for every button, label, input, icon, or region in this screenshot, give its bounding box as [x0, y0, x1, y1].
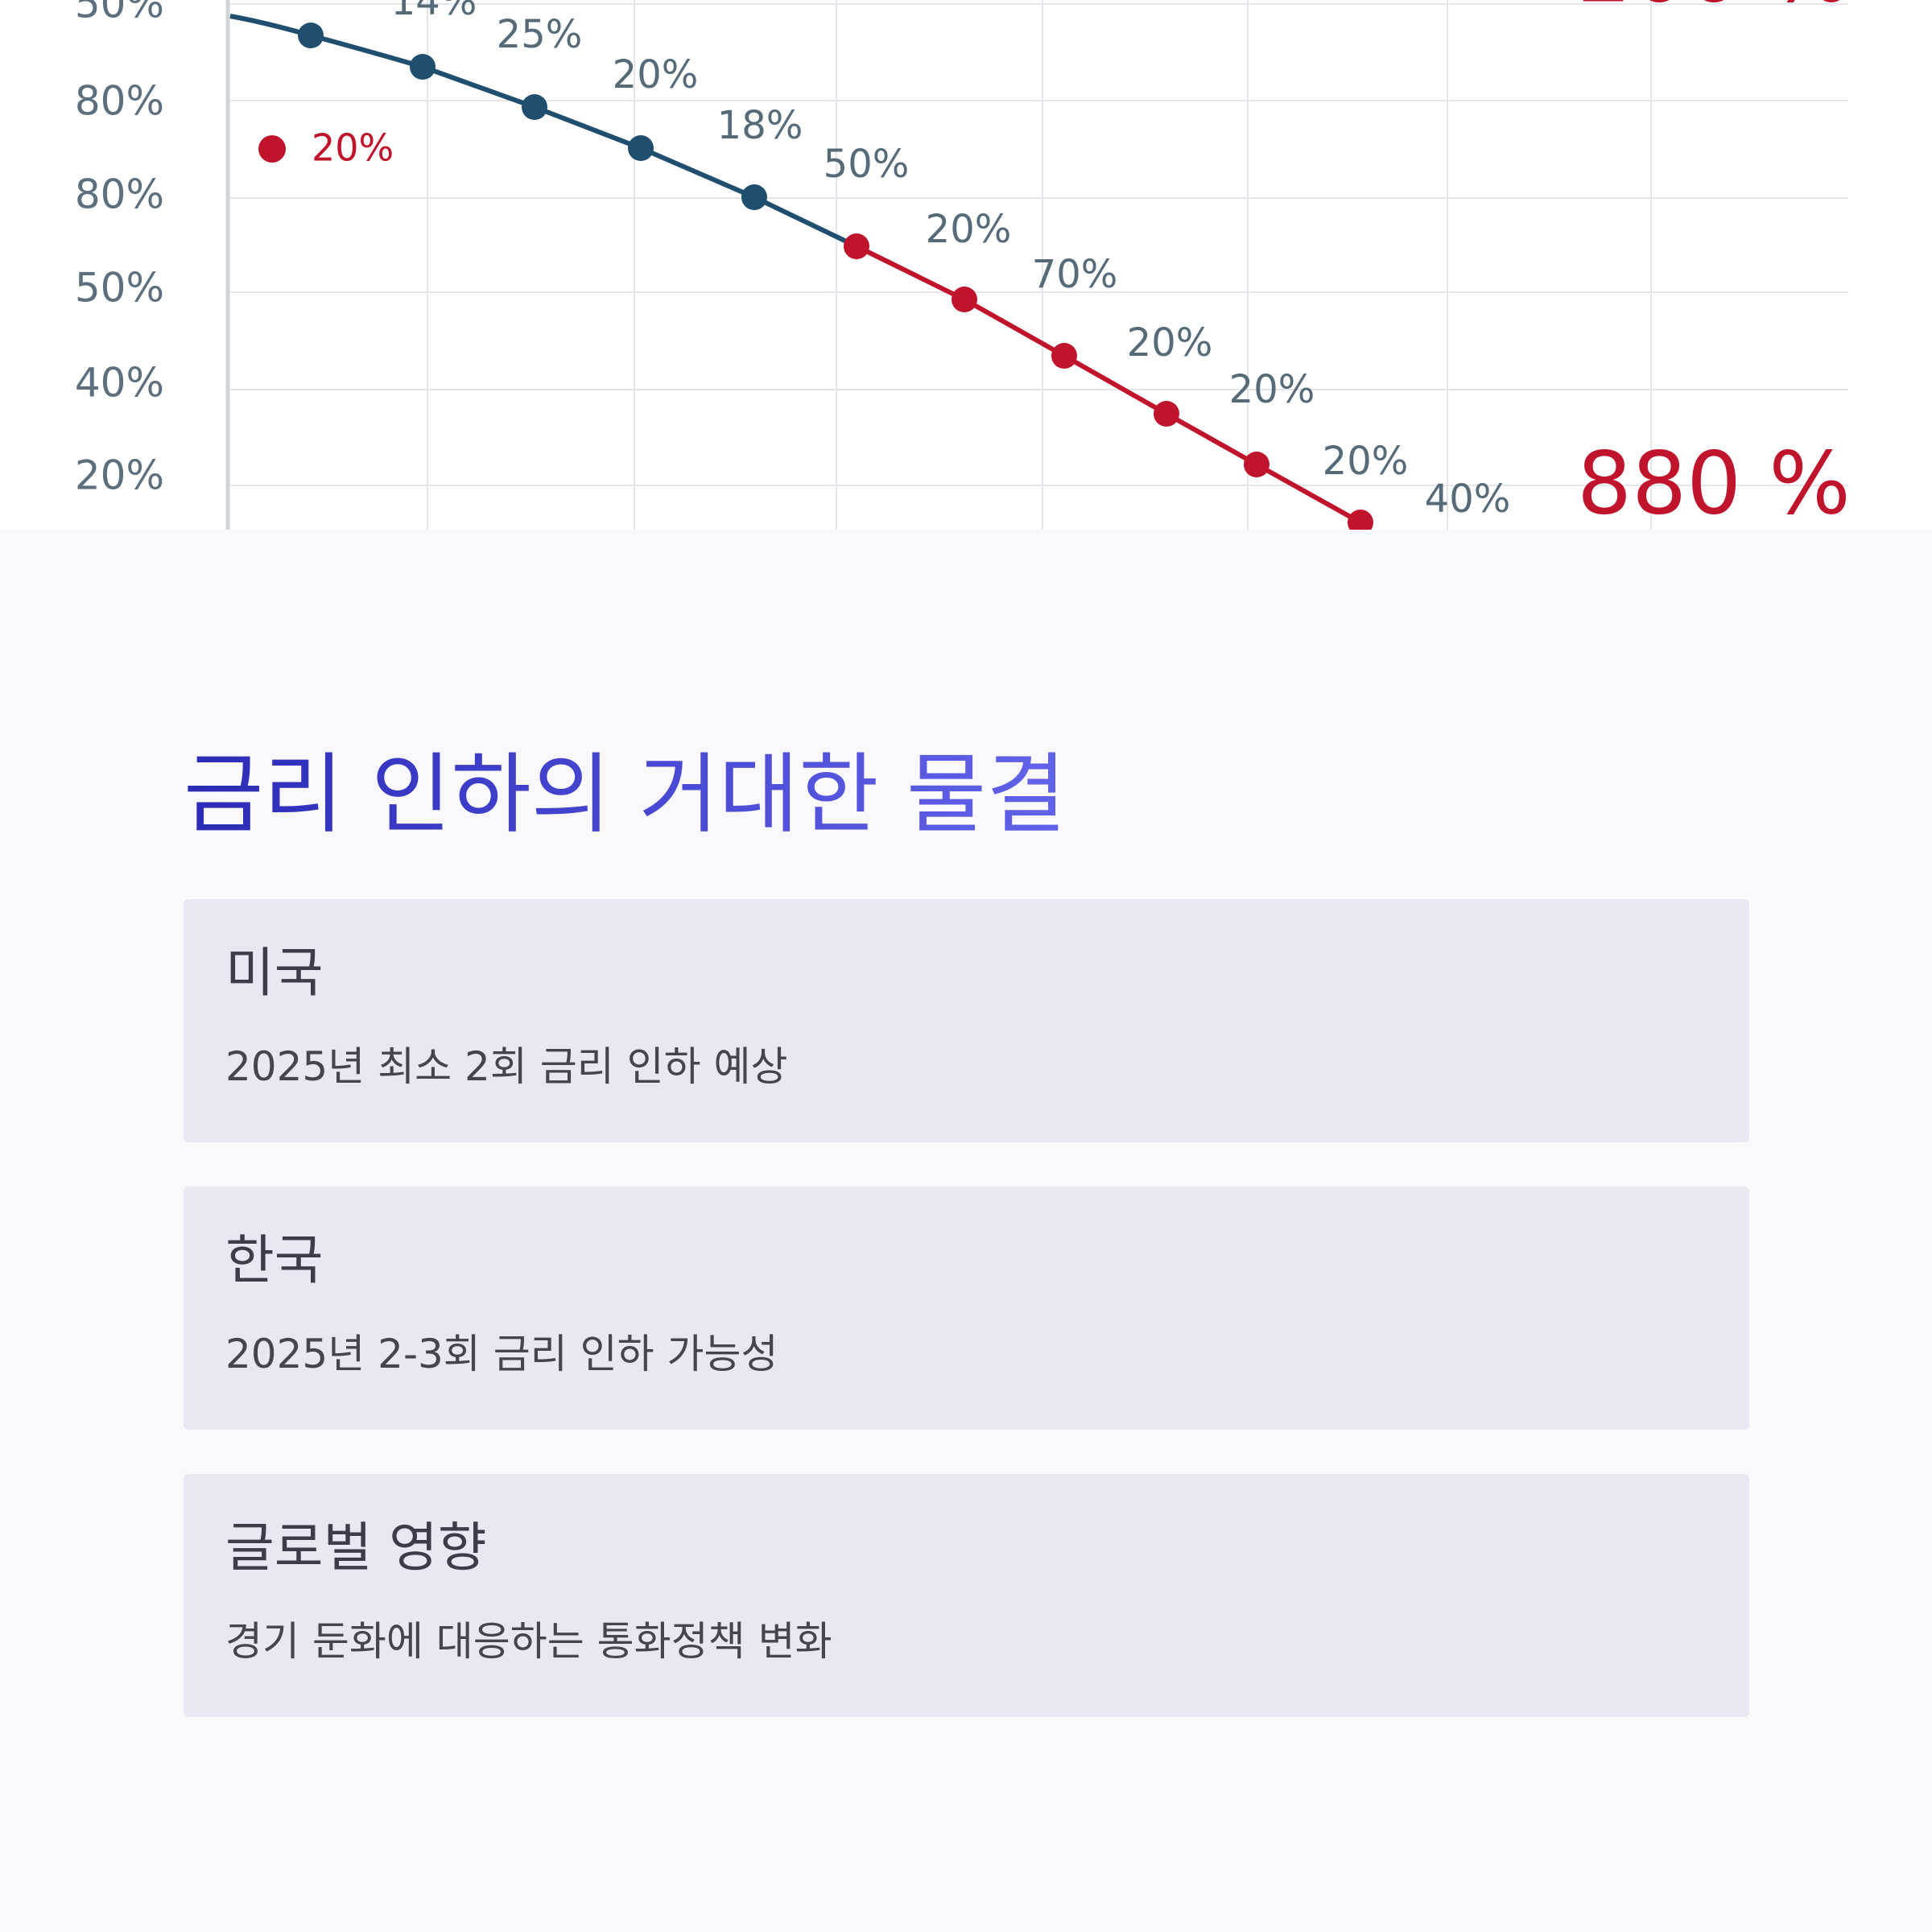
point-label: 50%: [824, 142, 910, 187]
point-label: 70%: [1032, 252, 1118, 297]
point-label: 20%: [1229, 367, 1315, 412]
point-label: 25%: [497, 12, 583, 57]
y-label: 80%: [75, 78, 164, 125]
y-label: 50%: [75, 265, 164, 312]
point: [1244, 452, 1269, 477]
y-label: 80%: [75, 171, 164, 218]
card-heading: 미국: [225, 942, 324, 1004]
callout: 200 %: [1577, 0, 1851, 22]
point-label: 20%: [1323, 439, 1409, 484]
point: [628, 135, 654, 161]
point: [298, 23, 324, 48]
point: [741, 184, 767, 210]
card: 한국 2025년 2-3회 금리 인하 가능성: [184, 1187, 1749, 1430]
callout: 880 %: [1577, 434, 1851, 530]
point: [844, 233, 869, 259]
chart-image: 20% 200 % 880 % 50% 80% 80% 50% 40% 20% 14% 25%…: [0, 0, 1932, 530]
y-label: 50%: [75, 0, 164, 27]
point: [410, 54, 436, 80]
points: [258, 23, 1373, 530]
y-label: 20%: [75, 452, 164, 499]
section-title: 금리 인하의 거대한 물결: [184, 739, 1067, 852]
card-heading: 글로벌 영향: [225, 1517, 487, 1579]
card-heading: 한국: [225, 1229, 324, 1291]
point-label: 20%: [926, 207, 1012, 252]
point: [952, 287, 977, 312]
line-red: [855, 244, 1362, 525]
point-label: 14%: [391, 0, 477, 24]
legend-label: 20%: [312, 126, 394, 170]
card-text: 경기 둔화에 대응하는 통화정책 변화: [225, 1618, 832, 1665]
legend-dot: [258, 135, 286, 163]
point-label: 40%: [1425, 477, 1511, 522]
point: [1051, 343, 1077, 369]
point: [522, 94, 547, 120]
card-text: 2025년 최소 2회 금리 인하 예상: [225, 1043, 788, 1090]
card: 미국 2025년 최소 2회 금리 인하 예상: [184, 899, 1749, 1142]
chart-graphic: 20% 200 % 880 % 50% 80% 80% 50% 40% 20% 14% 25%…: [75, 0, 1851, 530]
card: 글로벌 영향 경기 둔화에 대응하는 통화정책 변화: [184, 1474, 1749, 1717]
point: [1348, 510, 1373, 530]
point-label: 20%: [613, 52, 699, 97]
card-text: 2025년 2-3회 금리 인하 가능성: [225, 1331, 778, 1377]
y-label: 40%: [75, 360, 164, 407]
point-label: 20%: [1127, 320, 1213, 365]
grid: [225, 0, 1848, 530]
point: [1154, 401, 1179, 427]
point-label: 18%: [717, 103, 803, 148]
